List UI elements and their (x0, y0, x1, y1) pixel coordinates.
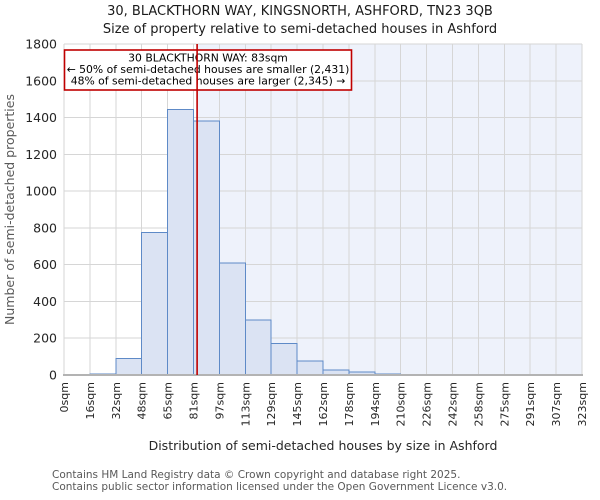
histogram-bar (296, 360, 324, 376)
x-tick-label: 323sqm (576, 382, 589, 426)
x-tick-label: 65sqm (162, 382, 175, 419)
y-tick-label: 600 (33, 257, 57, 272)
y-tick-label: 1600 (25, 73, 57, 88)
y-tick-label: 1200 (25, 147, 57, 162)
x-tick-label: 291sqm (524, 382, 537, 426)
x-tick-label: 32sqm (110, 382, 123, 419)
x-tick-label: 178sqm (343, 382, 356, 426)
histogram-bar (141, 231, 169, 376)
x-tick-label: 258sqm (472, 382, 485, 426)
y-tick-label: 800 (33, 220, 57, 235)
footer-attribution-line1: Contains HM Land Registry data © Crown c… (52, 469, 461, 481)
x-tick-label: 129sqm (265, 382, 278, 426)
histogram-bar (218, 262, 246, 376)
x-tick-label: 113sqm (239, 382, 252, 426)
y-axis-title: Number of semi-detached properties (2, 94, 17, 325)
histogram-bar (244, 319, 272, 376)
annotation-text: 30 BLACKTHORN WAY: 83sqm (128, 52, 288, 65)
x-tick-label: 242sqm (447, 382, 460, 426)
x-tick-label: 226sqm (421, 382, 434, 426)
x-tick-label: 16sqm (84, 382, 97, 419)
annotation-box (63, 49, 353, 91)
chart-title: 30, BLACKTHORN WAY, KINGSNORTH, ASHFORD,… (107, 4, 493, 19)
x-tick-label: 145sqm (291, 382, 304, 426)
histogram-bar (167, 108, 195, 376)
x-tick-label: 275sqm (498, 382, 511, 426)
y-tick-label: 400 (33, 294, 57, 309)
footer-attribution-line2: Contains public sector information licen… (52, 481, 508, 493)
histogram-bar (115, 357, 143, 376)
x-tick-label: 162sqm (317, 382, 330, 426)
y-tick-label: 1000 (25, 184, 57, 199)
x-axis-title: Distribution of semi-detached houses by … (148, 438, 498, 453)
x-tick-label: 307sqm (550, 382, 563, 426)
y-tick-label: 1800 (25, 37, 57, 52)
x-tick-label: 97sqm (213, 382, 226, 419)
x-tick-label: 48sqm (136, 382, 149, 419)
x-tick-label: 81sqm (188, 382, 201, 419)
annotation-text: 48% of semi-detached houses are larger (… (71, 75, 346, 88)
x-tick-label: 210sqm (395, 382, 408, 426)
y-tick-label: 1400 (25, 110, 57, 125)
x-tick-label: 194sqm (369, 382, 382, 426)
x-tick-label: 0sqm (58, 382, 71, 412)
y-tick-label: 0 (49, 368, 57, 383)
annotation-text: ← 50% of semi-detached houses are smalle… (67, 63, 350, 76)
chart-subtitle: Size of property relative to semi-detach… (102, 22, 498, 37)
y-tick-label: 200 (33, 331, 57, 346)
histogram-bar (270, 343, 298, 376)
